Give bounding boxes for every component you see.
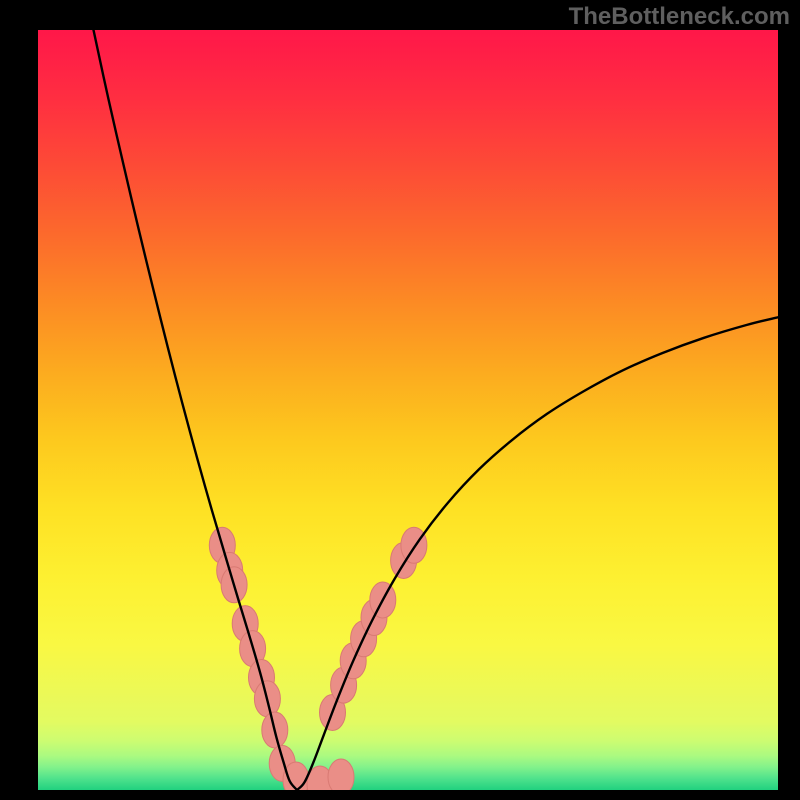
watermark-label: TheBottleneck.com [569, 3, 790, 31]
plot-svg [38, 30, 778, 790]
gradient-background [38, 30, 778, 790]
chart-container: TheBottleneck.com [0, 0, 800, 800]
marker-point [328, 759, 354, 790]
plot-area [38, 30, 778, 790]
